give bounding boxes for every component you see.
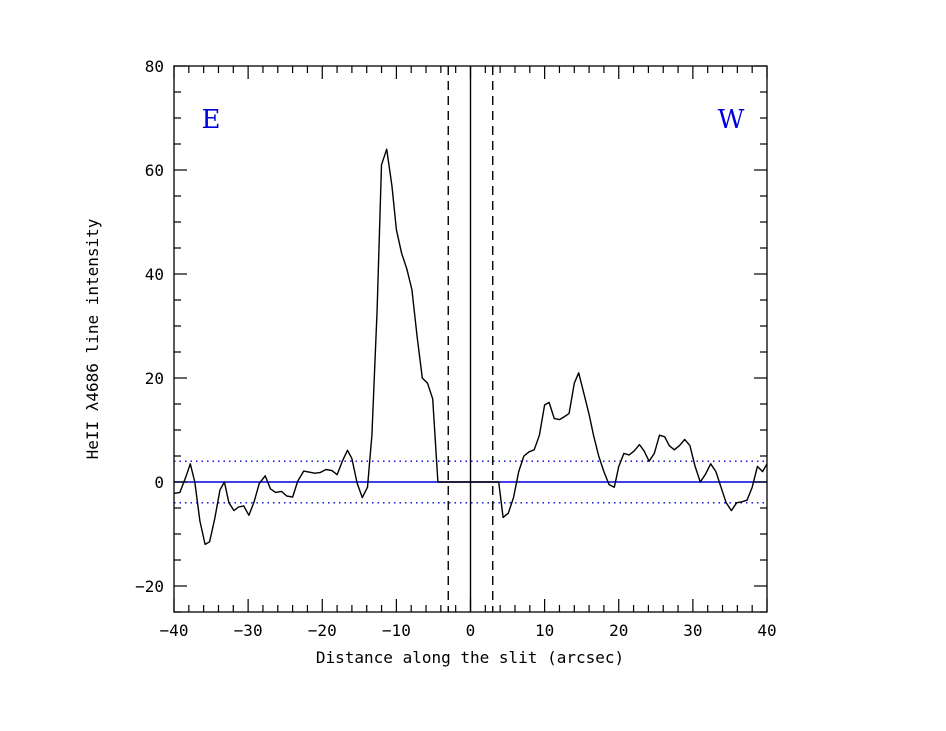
y-tick-label: −20 xyxy=(135,577,164,596)
y-tick-label: 0 xyxy=(154,473,164,492)
x-tick-label: 30 xyxy=(683,621,702,640)
y-tick-label: 20 xyxy=(145,369,164,388)
x-tick-label: 10 xyxy=(535,621,554,640)
x-tick-label: −40 xyxy=(160,621,189,640)
y-tick-label: 60 xyxy=(145,161,164,180)
y-tick-label: 80 xyxy=(145,57,164,76)
reference-lines xyxy=(174,66,767,612)
y-axis-title: HeII λ4686 line intensity xyxy=(83,218,102,459)
x-axis-title: Distance along the slit (arcsec) xyxy=(316,648,624,667)
x-tick-label: 40 xyxy=(757,621,776,640)
east-label: E xyxy=(202,105,221,135)
y-tick-label: 40 xyxy=(145,265,164,284)
tick-labels: −40 −30 −20 −10 0 10 20 30 40 −20 0 20 40 60 80 xyxy=(135,57,777,640)
x-tick-label: −20 xyxy=(308,621,337,640)
x-tick-label: −10 xyxy=(382,621,411,640)
x-tick-label: −30 xyxy=(234,621,263,640)
intensity-curve-layer xyxy=(173,148,768,546)
series-line-0 xyxy=(173,148,768,546)
axes xyxy=(173,65,768,613)
x-tick-label: 20 xyxy=(609,621,628,640)
x-tick-label: 0 xyxy=(466,621,476,640)
west-label: W xyxy=(718,105,745,135)
